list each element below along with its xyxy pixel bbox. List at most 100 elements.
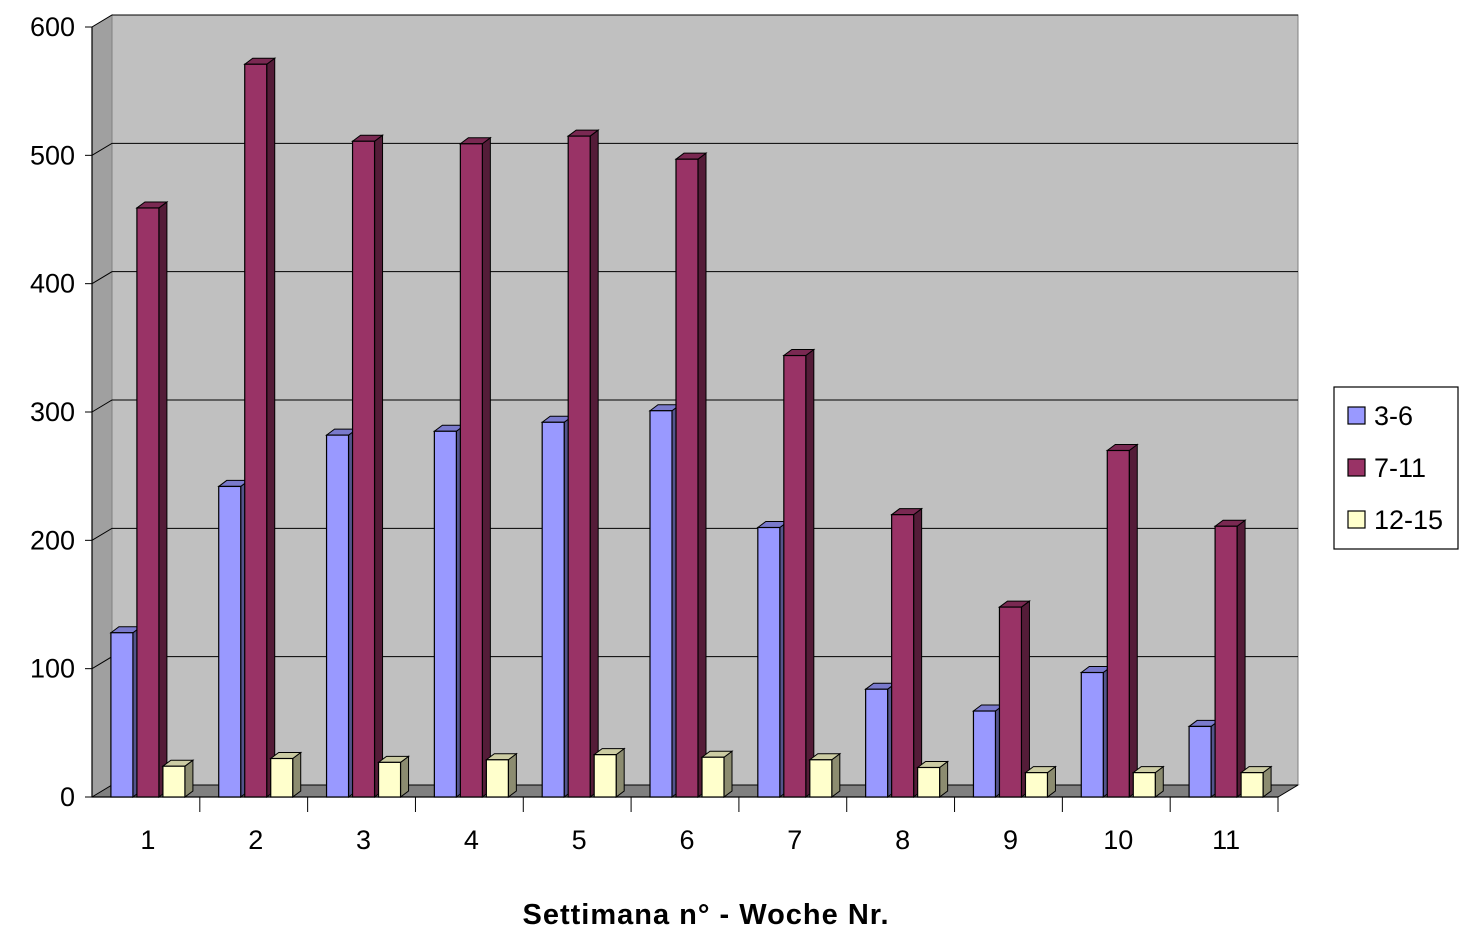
bar-front-face — [865, 688, 889, 798]
y-tick-label: 600 — [30, 12, 75, 42]
bar-front-face — [162, 765, 186, 798]
x-tick-label: 1 — [140, 825, 155, 855]
bar-side-face — [805, 348, 815, 798]
bar-front-face — [649, 410, 673, 798]
bar-front-face — [917, 766, 941, 798]
bar-series-7-11-cat-10 — [1105, 443, 1139, 798]
bar-front-face — [757, 526, 781, 798]
legend-swatch — [1347, 458, 1366, 477]
gridline — [91, 14, 1298, 28]
bar-series-7-11-cat-4 — [458, 136, 492, 798]
legend-swatch — [1347, 406, 1366, 425]
bar-side-face — [615, 747, 625, 798]
bar-side-face — [831, 752, 841, 798]
x-tick-label: 11 — [1212, 825, 1240, 855]
bar-side-face — [292, 751, 302, 798]
bar-series-12-15-cat-3 — [377, 755, 411, 798]
bar-series-7-11-cat-8 — [890, 507, 924, 798]
bar-front-face — [351, 140, 376, 798]
x-tick-label: 7 — [787, 825, 802, 855]
bar-front-face — [701, 756, 725, 798]
bar-series-12-15-cat-11 — [1239, 765, 1273, 798]
y-tick-label: 300 — [30, 397, 75, 427]
bar-side-face — [1236, 519, 1246, 798]
bar-side-face — [374, 134, 384, 798]
gridline — [91, 399, 1298, 413]
bar-side-face — [481, 136, 491, 798]
legend-label: 7-11 — [1374, 453, 1426, 483]
bar-front-face — [485, 759, 509, 798]
bar-series-12-15-cat-2 — [269, 751, 303, 798]
bar-series-12-15-cat-4 — [484, 752, 518, 798]
y-tick-label: 500 — [30, 140, 75, 170]
bar-side-face — [697, 152, 707, 798]
bar-series-12-15-cat-10 — [1131, 765, 1165, 798]
y-axis-tick-labels: 0 100 200 300 400 500 600 — [30, 12, 75, 812]
x-tick-label: 3 — [356, 825, 371, 855]
legend-swatch — [1347, 510, 1366, 529]
bar-side-face — [913, 507, 923, 798]
bar-series-7-11-cat-5 — [566, 129, 600, 798]
y-tick-label: 0 — [60, 782, 75, 812]
bar-front-face — [136, 207, 160, 798]
gridline — [91, 271, 1298, 285]
x-axis-title: Settimana n° - Woche Nr. — [522, 899, 889, 930]
x-tick-label: 9 — [1003, 825, 1018, 855]
bar-series-7-11-cat-3 — [351, 134, 385, 798]
bar-side-face — [589, 129, 599, 798]
bar-front-face — [1106, 449, 1130, 798]
bar-series-7-11-cat-1 — [135, 200, 169, 798]
y-tick-label: 200 — [30, 525, 75, 555]
legend-label: 12-15 — [1374, 505, 1443, 535]
bar-front-face — [891, 514, 915, 798]
bar-front-face — [459, 143, 483, 798]
x-tick-label: 6 — [679, 825, 694, 855]
bar-front-face — [998, 606, 1023, 798]
x-tick-label: 5 — [572, 825, 587, 855]
bar-front-face — [218, 485, 242, 798]
bar-series-7-11-cat-7 — [782, 348, 816, 798]
bars — [109, 57, 1273, 798]
bar-front-face — [1240, 772, 1264, 798]
x-tick-label: 8 — [895, 825, 910, 855]
bar-front-face — [325, 434, 350, 798]
legend-label: 3-6 — [1374, 401, 1413, 431]
bar-series-12-15-cat-7 — [808, 752, 842, 798]
bar-side-face — [1128, 443, 1138, 798]
bar-front-face — [567, 135, 591, 798]
bar-front-face — [270, 757, 294, 798]
gridline — [91, 142, 1298, 156]
x-tick-label: 2 — [248, 825, 263, 855]
bar-series-12-15-cat-6 — [700, 750, 734, 798]
bar-series-7-11-cat-11 — [1213, 519, 1247, 798]
bar-series-12-15-cat-9 — [1023, 765, 1057, 798]
bar-front-face — [433, 430, 457, 798]
bar-front-face — [675, 158, 699, 798]
bar-front-face — [110, 632, 134, 798]
bar-series-12-15-cat-8 — [916, 760, 950, 798]
bar-front-face — [593, 754, 617, 798]
x-axis-tick-labels: 1 2 3 4 5 6 7 8 9 10 11 — [140, 825, 1240, 855]
bar-front-face — [809, 759, 833, 798]
bar-front-face — [1080, 671, 1104, 798]
bar-side-face — [400, 755, 410, 798]
x-axis-end-edge — [1277, 784, 1299, 798]
bar-front-face — [377, 761, 402, 798]
bar-front-face — [244, 63, 268, 798]
bar-front-face — [972, 710, 997, 798]
legend: 3-6 7-11 12-15 — [1333, 386, 1459, 550]
bar-series-7-11-cat-2 — [243, 57, 277, 798]
bar-front-face — [1132, 772, 1156, 798]
bar-front-face — [541, 421, 565, 798]
x-tick-label: 10 — [1103, 825, 1133, 855]
bar-side-face — [266, 57, 276, 798]
bar-series-12-15-cat-1 — [161, 759, 195, 798]
bar-side-face — [507, 752, 517, 798]
bar-front-face — [783, 354, 807, 798]
bar-side-face — [723, 750, 733, 798]
bar-front-face — [1188, 725, 1212, 798]
y-tick-label: 400 — [30, 269, 75, 299]
x-tick-label: 4 — [464, 825, 479, 855]
bar-side-face — [1020, 600, 1030, 798]
